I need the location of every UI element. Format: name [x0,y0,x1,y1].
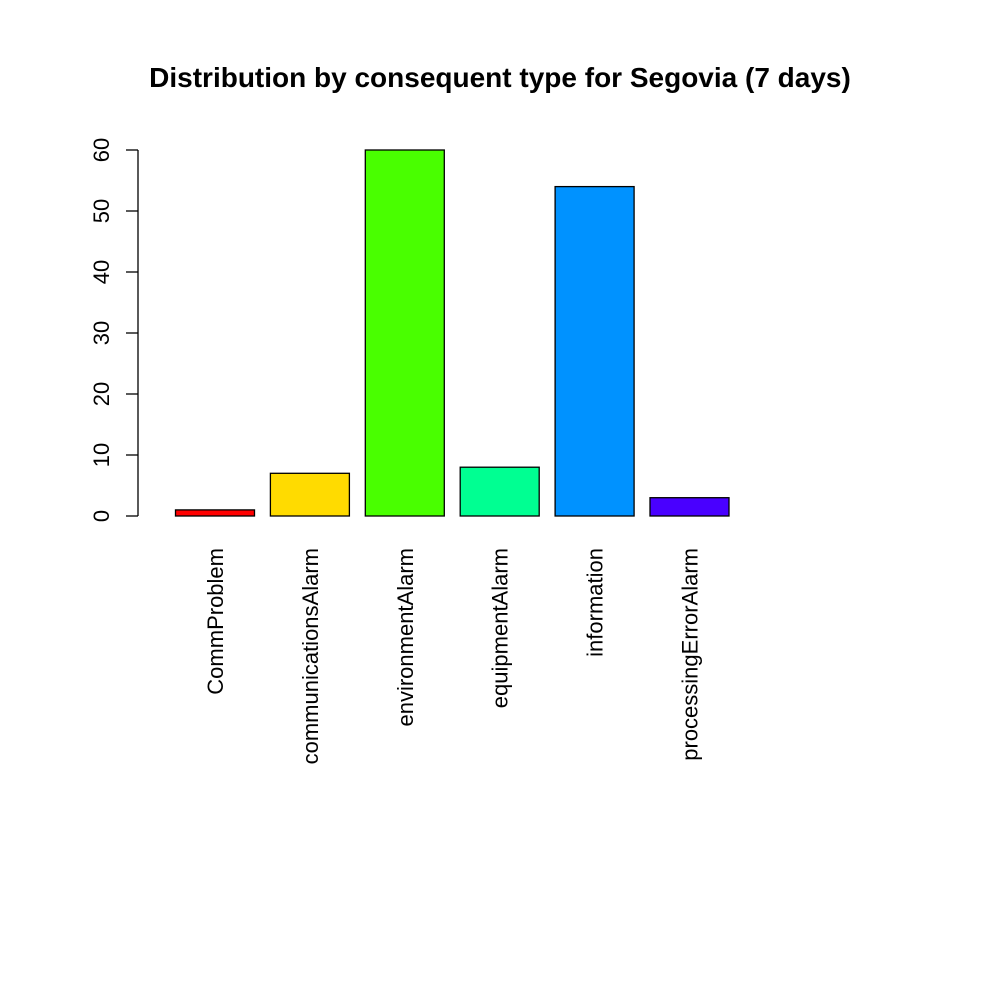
x-category-label: environmentAlarm [393,548,418,727]
x-category-label: communicationsAlarm [298,548,323,764]
y-tick-label: 20 [89,382,114,406]
y-tick-label: 40 [89,260,114,284]
bar [554,185,635,517]
bar [459,466,540,517]
chart-title: Distribution by consequent type for Sego… [149,62,851,93]
x-category-label: equipmentAlarm [488,548,513,708]
x-category-label: information [583,548,608,657]
bar [364,149,445,517]
x-category-label: processingErrorAlarm [678,548,703,761]
y-tick-label: 0 [89,510,114,522]
bar [269,472,351,517]
y-tick-label: 60 [89,138,114,162]
bar [174,509,256,517]
y-tick-label: 30 [89,321,114,345]
y-tick-label: 50 [89,199,114,223]
y-axis: 0 10 20 30 40 50 60 [89,138,139,522]
bars-group [174,149,730,517]
x-category-label: CommProblem [203,548,228,695]
y-tick-label: 10 [89,443,114,467]
bar [649,497,730,517]
x-axis-labels: CommProblem communicationsAlarm environmen… [203,548,703,764]
